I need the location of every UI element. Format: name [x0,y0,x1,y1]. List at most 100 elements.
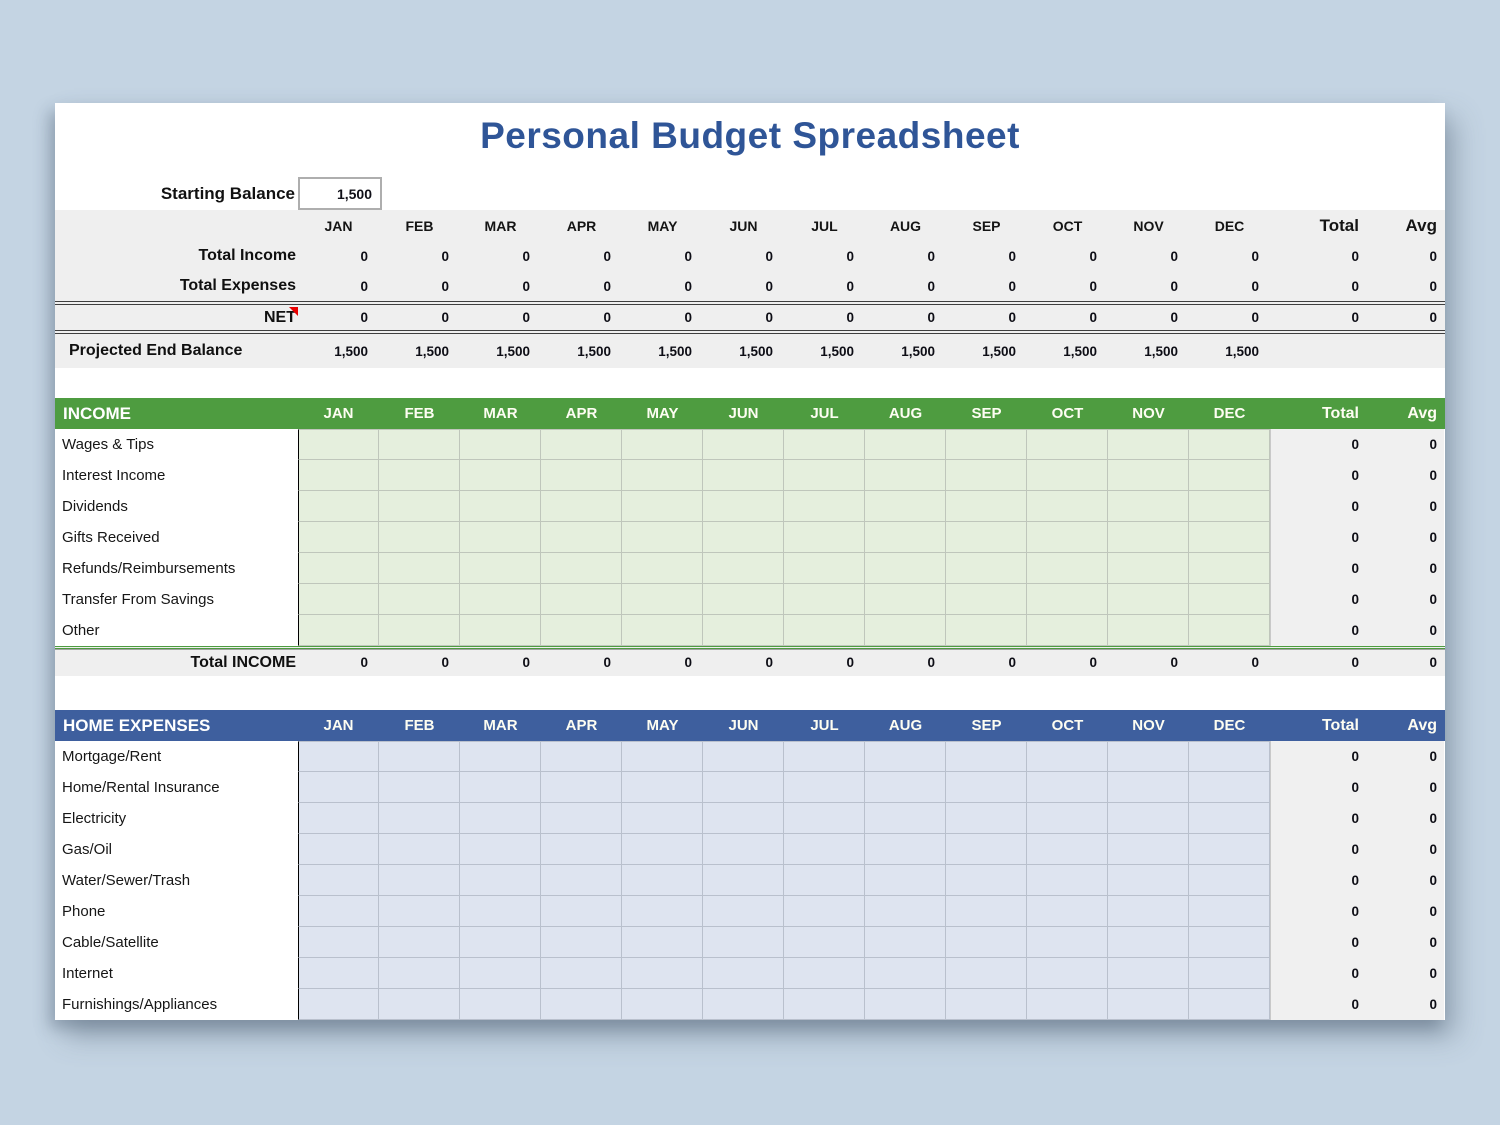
expense-month-cell[interactable] [622,741,703,772]
income-month-cell[interactable] [703,584,784,615]
expense-month-cell[interactable] [703,958,784,989]
income-month-cell[interactable] [784,522,865,553]
expense-month-cell[interactable] [865,865,946,896]
expense-month-cell[interactable] [1189,834,1270,865]
income-month-cell[interactable] [541,491,622,522]
income-month-cell[interactable] [379,615,460,646]
income-month-cell[interactable] [622,584,703,615]
income-month-cell[interactable] [1027,429,1108,460]
income-month-cell[interactable] [1027,553,1108,584]
expense-month-cell[interactable] [379,741,460,772]
expense-month-cell[interactable] [1027,865,1108,896]
income-month-cell[interactable] [298,491,379,522]
income-month-cell[interactable] [460,553,541,584]
expense-month-cell[interactable] [946,927,1027,958]
expense-month-cell[interactable] [865,803,946,834]
income-month-cell[interactable] [541,460,622,491]
expense-month-cell[interactable] [622,803,703,834]
expense-month-cell[interactable] [703,741,784,772]
expense-month-cell[interactable] [1027,834,1108,865]
expense-month-cell[interactable] [1189,803,1270,834]
income-month-cell[interactable] [703,522,784,553]
income-month-cell[interactable] [298,615,379,646]
expense-month-cell[interactable] [865,772,946,803]
income-month-cell[interactable] [1189,522,1270,553]
income-month-cell[interactable] [541,553,622,584]
expense-month-cell[interactable] [298,741,379,772]
expense-month-cell[interactable] [784,896,865,927]
income-month-cell[interactable] [460,491,541,522]
income-month-cell[interactable] [298,460,379,491]
income-month-cell[interactable] [865,553,946,584]
expense-month-cell[interactable] [1189,772,1270,803]
expense-month-cell[interactable] [1108,772,1189,803]
income-month-cell[interactable] [1027,615,1108,646]
income-month-cell[interactable] [622,522,703,553]
income-month-cell[interactable] [1189,491,1270,522]
expense-month-cell[interactable] [1189,896,1270,927]
income-month-cell[interactable] [1108,615,1189,646]
income-month-cell[interactable] [865,522,946,553]
expense-month-cell[interactable] [946,989,1027,1020]
expense-month-cell[interactable] [1189,741,1270,772]
expense-month-cell[interactable] [1189,927,1270,958]
income-month-cell[interactable] [1108,460,1189,491]
expense-month-cell[interactable] [460,989,541,1020]
expense-month-cell[interactable] [784,741,865,772]
expense-month-cell[interactable] [298,772,379,803]
income-month-cell[interactable] [784,491,865,522]
expense-month-cell[interactable] [298,989,379,1020]
income-month-cell[interactable] [541,429,622,460]
income-month-cell[interactable] [379,522,460,553]
expense-month-cell[interactable] [460,834,541,865]
income-month-cell[interactable] [865,615,946,646]
income-month-cell[interactable] [379,429,460,460]
expense-month-cell[interactable] [1108,896,1189,927]
expense-month-cell[interactable] [379,772,460,803]
expense-month-cell[interactable] [784,989,865,1020]
expense-month-cell[interactable] [460,772,541,803]
income-month-cell[interactable] [541,522,622,553]
income-month-cell[interactable] [703,429,784,460]
expense-month-cell[interactable] [541,741,622,772]
expense-month-cell[interactable] [541,865,622,896]
income-month-cell[interactable] [298,584,379,615]
income-month-cell[interactable] [298,522,379,553]
expense-month-cell[interactable] [541,772,622,803]
expense-month-cell[interactable] [946,803,1027,834]
income-month-cell[interactable] [1189,615,1270,646]
expense-month-cell[interactable] [541,896,622,927]
expense-month-cell[interactable] [946,772,1027,803]
expense-month-cell[interactable] [1027,772,1108,803]
expense-month-cell[interactable] [298,896,379,927]
expense-month-cell[interactable] [622,958,703,989]
income-month-cell[interactable] [946,491,1027,522]
income-month-cell[interactable] [379,584,460,615]
income-month-cell[interactable] [784,615,865,646]
income-month-cell[interactable] [784,584,865,615]
income-month-cell[interactable] [865,584,946,615]
income-month-cell[interactable] [1027,491,1108,522]
income-month-cell[interactable] [460,615,541,646]
expense-month-cell[interactable] [946,741,1027,772]
expense-month-cell[interactable] [865,834,946,865]
expense-month-cell[interactable] [784,772,865,803]
starting-balance-input[interactable]: 1,500 [298,177,382,210]
income-month-cell[interactable] [703,553,784,584]
expense-month-cell[interactable] [703,834,784,865]
expense-month-cell[interactable] [1108,989,1189,1020]
income-month-cell[interactable] [865,491,946,522]
expense-month-cell[interactable] [298,958,379,989]
expense-month-cell[interactable] [865,741,946,772]
income-month-cell[interactable] [946,460,1027,491]
expense-month-cell[interactable] [1027,927,1108,958]
expense-month-cell[interactable] [622,834,703,865]
expense-month-cell[interactable] [865,989,946,1020]
expense-month-cell[interactable] [541,834,622,865]
expense-month-cell[interactable] [1108,834,1189,865]
expense-month-cell[interactable] [784,803,865,834]
expense-month-cell[interactable] [1189,958,1270,989]
expense-month-cell[interactable] [703,803,784,834]
income-month-cell[interactable] [379,460,460,491]
income-month-cell[interactable] [784,429,865,460]
